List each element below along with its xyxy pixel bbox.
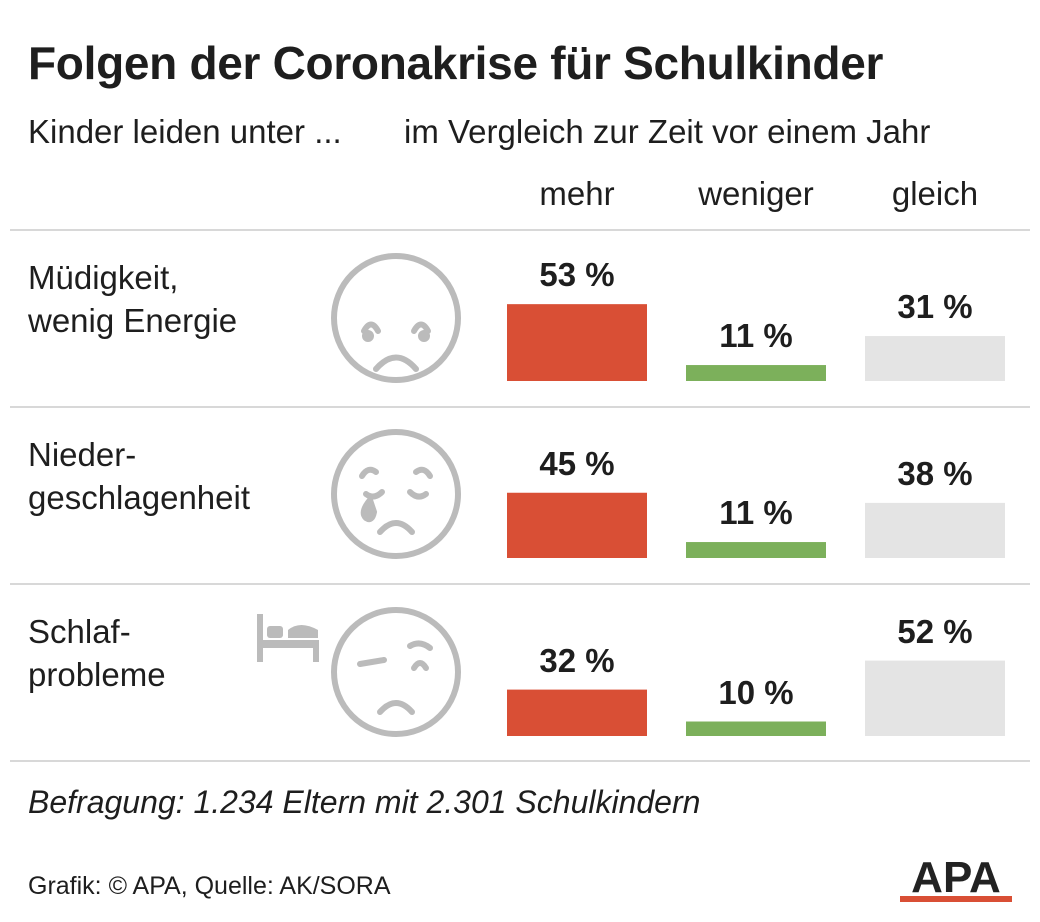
row-label-line: Schlaf- [28, 613, 131, 650]
value-label-mehr-row-1: 45 % [539, 444, 615, 482]
column-header-gleich: gleich [891, 175, 979, 212]
row-label-1: Nieder-geschlagenheit [28, 433, 318, 519]
apa-logo-underline [900, 896, 1012, 902]
row-label-2: Schlaf-probleme [28, 610, 318, 696]
value-label-mehr-row-2: 32 % [539, 641, 615, 679]
bar-gleich-row-0 [865, 336, 1005, 381]
subtitle-right: im Vergleich zur Zeit vor einem Jahr [404, 113, 931, 150]
divider-footer [10, 760, 1030, 762]
row-label-line: wenig Energie [28, 302, 238, 339]
row-label-line: geschlagenheit [28, 479, 251, 516]
column-header-mehr: mehr [539, 175, 615, 212]
bar-mehr-row-2 [507, 689, 647, 736]
row-label-line: probleme [28, 656, 166, 693]
bar-weniger-row-1 [686, 542, 826, 558]
bar-mehr-row-0 [507, 304, 647, 381]
value-label-mehr-row-0: 53 % [539, 256, 615, 294]
tired-face-icon [331, 607, 461, 737]
value-label-weniger-row-1: 11 % [719, 494, 793, 532]
source-credit: Grafik: © APA, Quelle: AK/SORA [28, 872, 391, 900]
column-header-weniger: weniger [698, 175, 814, 212]
row-label-line: Müdigkeit, [28, 259, 179, 296]
bed-icon [257, 614, 319, 662]
bar-gleich-row-2 [865, 660, 1005, 736]
row-label-0: Müdigkeit, wenig Energie [28, 256, 318, 342]
bar-weniger-row-0 [686, 365, 826, 381]
subtitle-left: Kinder leiden unter ... [28, 113, 342, 150]
apa-logo: APA [900, 853, 1012, 902]
value-label-weniger-row-0: 11 % [719, 317, 793, 355]
divider-row-2 [10, 583, 1030, 585]
value-label-gleich-row-1: 38 % [897, 454, 973, 492]
bar-weniger-row-2 [686, 721, 826, 736]
apa-logo-text: APA [911, 853, 1001, 902]
row-label-line: Nieder- [28, 436, 137, 473]
value-label-weniger-row-2: 10 % [718, 673, 794, 711]
bar-gleich-row-1 [865, 502, 1005, 558]
sad-face-icon [331, 253, 461, 383]
value-label-gleich-row-0: 31 % [897, 288, 973, 326]
bar-mehr-row-1 [507, 492, 647, 558]
divider-row-1 [10, 406, 1030, 408]
survey-note: Befragung: 1.234 Eltern mit 2.301 Schulk… [28, 784, 701, 820]
value-label-gleich-row-2: 52 % [897, 612, 973, 650]
chart-title: Folgen der Coronakrise für Schulkinder [28, 37, 884, 89]
crying-face-icon [331, 429, 461, 559]
divider-header [10, 229, 1030, 231]
